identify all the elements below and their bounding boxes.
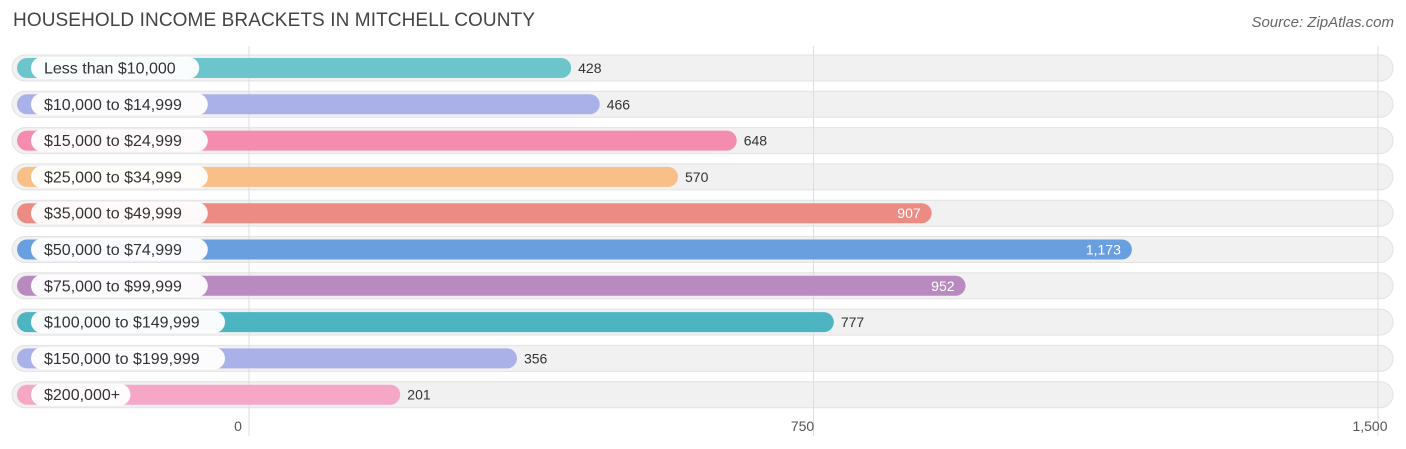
value-label: 1,173 [1086,242,1121,258]
category-pill [31,311,225,334]
category-label: $150,000 to $199,999 [44,351,200,368]
category-pill [31,165,208,188]
tick-label: 1,500 [1352,418,1387,434]
category-label: $35,000 to $49,999 [44,206,182,223]
category-pill [31,238,208,261]
category-label: $100,000 to $149,999 [44,315,200,332]
bar [17,239,1132,260]
category-pill [31,202,208,225]
category-pill [31,57,200,79]
bar [17,275,966,296]
category-label: $15,000 to $24,999 [44,133,182,150]
value-label: 907 [897,205,921,221]
value-label: 201 [407,387,431,403]
value-label: 777 [841,314,865,330]
tick-label: 750 [791,418,815,434]
value-label: 570 [685,169,709,185]
category-label: $50,000 to $74,999 [44,242,182,259]
category-label: Less than $10,000 [44,61,176,78]
bar [17,203,932,224]
category-label: $200,000+ [44,387,120,404]
category-pill [31,383,131,406]
value-label: 648 [744,133,768,149]
category-pill [31,347,225,370]
chart-title: HOUSEHOLD INCOME BRACKETS IN MITCHELL CO… [13,10,536,31]
category-pill [31,93,208,116]
source-label: Source: ZipAtlas.com [1251,14,1394,31]
category-pill [31,129,208,152]
value-label: 356 [524,350,548,366]
category-label: $10,000 to $14,999 [44,97,182,114]
tick-label: 0 [234,418,242,434]
value-label: 428 [578,60,602,76]
category-pill [31,274,208,297]
category-label: $25,000 to $34,999 [44,169,182,186]
category-label: $75,000 to $99,999 [44,278,182,295]
value-label: 952 [931,278,955,294]
value-label: 466 [607,96,631,112]
